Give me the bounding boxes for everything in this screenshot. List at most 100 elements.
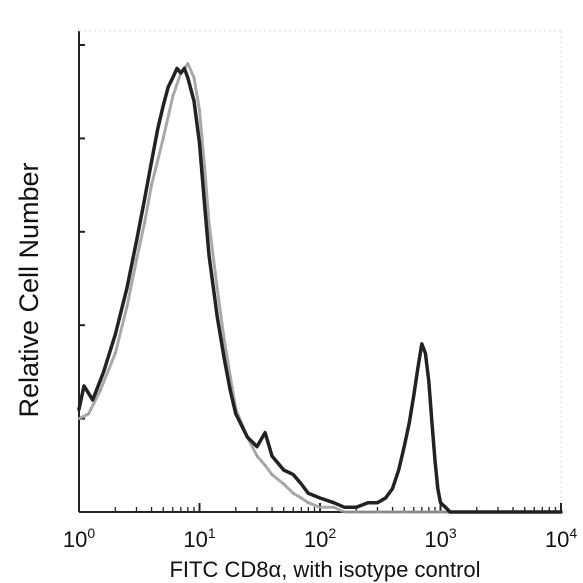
x-tick-label: 101 (183, 525, 215, 552)
data-point-isotype (403, 510, 406, 514)
data-point-stained (125, 286, 129, 289)
data-point-stained (222, 356, 226, 360)
data-point-stained (559, 510, 563, 514)
data-point-stained (384, 496, 387, 500)
data-point-stained (355, 506, 358, 509)
data-point-stained (175, 67, 179, 70)
data-point-stained (332, 501, 335, 504)
x-tick-label: 103 (424, 525, 456, 552)
x-tick-label: 102 (304, 525, 336, 552)
data-point-stained (436, 487, 439, 490)
data-point-stained (246, 436, 249, 439)
data-point-isotype (135, 258, 138, 261)
data-point-isotype (222, 338, 226, 341)
data-point-stained (183, 67, 186, 70)
data-point-isotype (332, 506, 335, 509)
data-point-stained (424, 352, 427, 355)
data-point-stained (215, 314, 219, 318)
data-point-stained (430, 422, 434, 425)
data-point-isotype (143, 221, 146, 224)
data-point-isotype (203, 165, 206, 168)
data-point-isotype (376, 510, 379, 514)
data-point-stained (403, 445, 406, 448)
data-point-isotype (114, 352, 117, 355)
data-point-stained (234, 412, 237, 416)
data-point-isotype (343, 510, 346, 514)
data-point-stained (318, 496, 322, 500)
data-point-isotype (125, 305, 129, 308)
data-point-stained (167, 85, 170, 89)
data-point-stained (427, 380, 430, 383)
data-point-isotype (99, 389, 102, 392)
data-point-stained (179, 71, 182, 75)
data-point-stained (307, 492, 310, 495)
data-point-isotype (77, 417, 81, 420)
data-point-isotype (162, 137, 165, 140)
data-point-stained (203, 202, 206, 205)
data-point-stained (439, 501, 442, 504)
series-line-stained (77, 66, 563, 514)
x-tick-label: 100 (63, 525, 95, 552)
data-point-stained (376, 501, 379, 504)
data-point-isotype (215, 286, 219, 289)
data-point-isotype (198, 109, 201, 112)
data-point-stained (150, 160, 153, 163)
data-point-isotype (192, 76, 196, 79)
data-point-stained (420, 342, 423, 346)
data-point-stained (171, 76, 174, 79)
x-tick-labels: 100 101 102 103 104 (63, 525, 577, 552)
series-layer (77, 62, 563, 514)
data-point-stained (475, 510, 478, 514)
plot-axes (78, 30, 562, 513)
data-point-isotype (229, 375, 232, 378)
data-point-stained (156, 127, 159, 131)
data-point-stained (270, 454, 274, 458)
data-point-stained (416, 366, 420, 369)
data-point-isotype (150, 183, 153, 187)
data-point-isotype (355, 510, 358, 514)
data-point-stained (114, 333, 117, 336)
data-point-stained (77, 408, 81, 411)
data-point-stained (282, 468, 285, 472)
data-point-stained (448, 510, 452, 514)
data-point-isotype (300, 496, 303, 500)
data-point-stained (82, 384, 86, 388)
data-point-isotype (318, 506, 322, 509)
data-point-stained (412, 394, 415, 397)
data-point-stained (300, 482, 303, 486)
data-point-stained (91, 398, 94, 402)
data-point-stained (408, 422, 411, 425)
data-point-isotype (263, 464, 267, 467)
data-point-stained (143, 197, 146, 201)
data-point-stained (263, 431, 267, 434)
data-point-stained (523, 510, 526, 514)
data-point-stained (433, 459, 437, 462)
data-point-stained (444, 506, 447, 509)
x-axis-label: FITC CD8α, with isotype control (169, 557, 480, 582)
data-point-isotype (307, 501, 310, 504)
data-point-isotype (270, 473, 274, 476)
data-point-stained (397, 468, 400, 472)
data-point-stained (135, 239, 138, 243)
data-point-stained (207, 253, 211, 257)
data-point-stained (198, 141, 201, 145)
data-point-stained (229, 389, 232, 392)
data-point-stained (162, 104, 165, 107)
data-point-stained (366, 501, 370, 504)
data-point-stained (255, 445, 259, 448)
data-point-isotype (186, 62, 189, 65)
data-point-stained (186, 76, 189, 79)
data-point-stained (343, 506, 346, 509)
data-point-isotype (87, 412, 90, 416)
data-point-isotype (171, 95, 174, 98)
data-point-stained (292, 473, 295, 476)
data-point-stained (460, 510, 463, 514)
data-point-isotype (439, 510, 442, 514)
data-point-stained (391, 487, 394, 490)
x-tick-label: 104 (545, 525, 577, 552)
data-point-isotype (207, 221, 211, 224)
data-point-isotype (292, 492, 295, 495)
data-point-isotype (282, 482, 285, 486)
data-point-isotype (255, 454, 259, 458)
